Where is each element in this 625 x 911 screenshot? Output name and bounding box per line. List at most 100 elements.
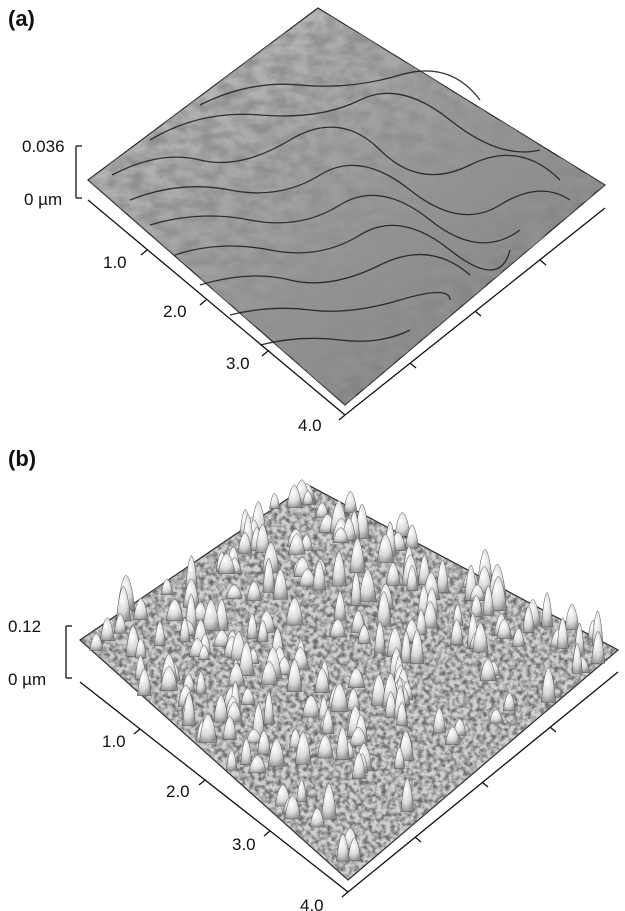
afm-surface-plot: 0.12 0 µm 1.0 2.0 3.0 4.0 [8, 479, 620, 911]
surface-peak [479, 658, 497, 682]
surface-peak [470, 594, 483, 618]
surface-peak [182, 692, 196, 726]
surface-peak [100, 617, 115, 641]
surface-peak [284, 794, 302, 820]
surface-peak [482, 584, 495, 616]
surface-peak [346, 688, 361, 711]
afm-surface-plot: 0.036 0 µm 1.0 2.0 3.0 4.0 [22, 7, 607, 435]
surface-peak [332, 527, 350, 543]
z-axis-bottom-label: 0 µm [8, 670, 46, 689]
surface-peak [182, 578, 200, 608]
surface-peak [263, 690, 275, 725]
surface-peak [541, 592, 553, 628]
surface-peak [246, 580, 262, 601]
surface-peaks [89, 479, 606, 862]
surface-peak [255, 523, 271, 553]
surface-peak [185, 555, 198, 590]
z-axis-top-label: 0.12 [8, 617, 41, 636]
surface-peak [285, 597, 304, 626]
surface-peak [321, 708, 335, 735]
surface-peak [329, 618, 347, 638]
surface-peak [160, 578, 174, 596]
surface-peak [489, 575, 508, 611]
surface-peak [358, 568, 377, 602]
surface-peak [240, 737, 253, 766]
surface-peak [357, 624, 371, 644]
surface-peak [267, 738, 286, 767]
surface-peak [349, 726, 368, 747]
surface-peak [335, 726, 350, 761]
surface-peak [349, 537, 366, 573]
surface-peak [409, 629, 425, 665]
surface-peak [286, 658, 303, 692]
surface-peak [564, 603, 580, 630]
x-tick-label: 2.0 [166, 782, 190, 801]
surface-peak [272, 568, 289, 600]
surface-peak [450, 618, 464, 645]
surface-peak [374, 621, 386, 654]
surface-peak [165, 598, 184, 622]
surface-peak [315, 502, 329, 518]
surface-peak [331, 550, 347, 587]
surface-peak [591, 630, 606, 664]
surface-peak [422, 600, 439, 629]
surface-peak [400, 777, 414, 812]
surface-peak [238, 641, 255, 676]
surface-peak [262, 557, 275, 593]
z-axis-bottom-label: 0 µm [24, 190, 62, 209]
surface-peak [246, 612, 259, 639]
surface-peak [195, 670, 207, 695]
surface-peak [336, 833, 350, 862]
surface-peak [213, 694, 229, 723]
surface-peak [432, 707, 446, 734]
surface-peak [116, 585, 131, 622]
surface-peak [134, 637, 147, 659]
surface-peak [316, 734, 334, 759]
surface-texture [88, 8, 605, 405]
surface-peak [89, 632, 104, 651]
surface-peak [222, 715, 238, 740]
surface-peak [444, 726, 461, 745]
surface-peak [436, 559, 449, 593]
x-tick-label: 3.0 [226, 354, 250, 373]
surface-peak [321, 783, 337, 820]
surface-peak [405, 524, 419, 549]
surface-peak [347, 837, 362, 861]
surface-peak [301, 695, 321, 718]
surface-peak [179, 617, 191, 643]
x-tick-label: 4.0 [298, 416, 322, 435]
surface-peak [343, 490, 358, 513]
surface-peak [350, 571, 362, 606]
panel-label: (a) [8, 6, 35, 31]
surface-peak [571, 642, 583, 674]
z-axis-top-label: 0.036 [22, 137, 65, 156]
surface-peak [296, 779, 307, 803]
ridge-lines [111, 70, 571, 346]
surface-peak [260, 660, 278, 685]
surface-peak [385, 562, 401, 586]
surface-peak [202, 599, 220, 631]
surface-peak [257, 730, 271, 755]
surface-peak [302, 490, 314, 505]
surface-peak [376, 533, 395, 563]
surface-peak [415, 608, 427, 635]
surface-peak [113, 613, 127, 634]
surface-peak [225, 749, 238, 771]
surface-peak [469, 584, 486, 601]
surface-peak [347, 667, 365, 688]
surface-peak [496, 618, 512, 639]
surface-peak [240, 687, 256, 705]
surface-peak [400, 630, 412, 664]
panel-label: (b) [8, 446, 37, 471]
x-tick-label: 2.0 [163, 302, 187, 321]
surface-peak [488, 708, 504, 724]
surface-peak [386, 627, 404, 657]
x-tick-label: 1.0 [103, 253, 127, 272]
surface-peak [136, 668, 152, 696]
surface-peak [257, 619, 269, 643]
surface-peak [286, 484, 303, 508]
surface-peak [351, 752, 367, 779]
surface-peak [309, 807, 325, 828]
surface-peak [522, 605, 535, 633]
surface-peak [153, 620, 166, 646]
